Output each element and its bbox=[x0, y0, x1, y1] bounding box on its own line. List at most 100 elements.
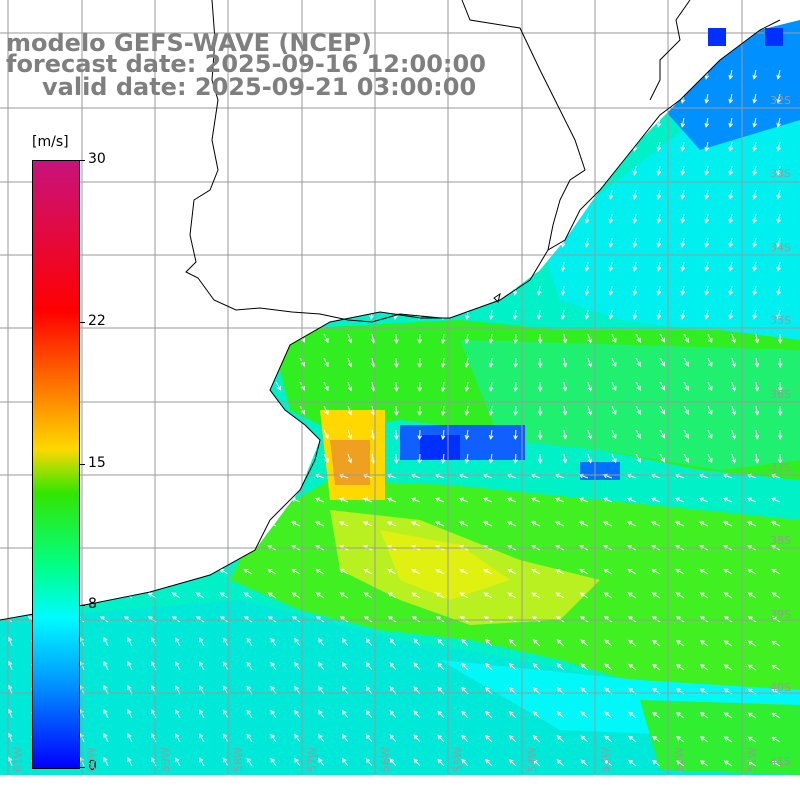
latitude-label: 39S bbox=[770, 607, 791, 621]
wind-arrow bbox=[290, 521, 301, 527]
wind-arrow bbox=[771, 760, 781, 767]
wind-arrow bbox=[651, 568, 661, 575]
wind-arrow bbox=[413, 638, 421, 647]
wind-arrow bbox=[680, 261, 686, 272]
wind-arrow bbox=[532, 639, 541, 647]
wind-arrow bbox=[531, 592, 541, 599]
longitude-label: 51W bbox=[746, 747, 759, 772]
wind-arrow bbox=[512, 309, 518, 320]
wind-arrow bbox=[387, 568, 397, 575]
wind-arrow bbox=[389, 734, 397, 743]
wind-arrow bbox=[560, 261, 566, 272]
wind-arrow bbox=[704, 237, 710, 248]
wind-arrow bbox=[347, 357, 353, 368]
wind-arrow bbox=[587, 357, 592, 368]
wind-arrow bbox=[699, 640, 709, 647]
wind-arrow bbox=[608, 309, 614, 320]
wind-arrow bbox=[461, 710, 469, 719]
wind-arrow bbox=[339, 616, 349, 623]
wind-arrow bbox=[632, 285, 638, 296]
wind-arrow bbox=[722, 521, 733, 527]
wind-arrow bbox=[318, 661, 325, 671]
wind-arrow bbox=[659, 333, 666, 343]
wind-arrow bbox=[777, 333, 783, 345]
wind-arrow bbox=[531, 568, 541, 575]
wind-arrow bbox=[704, 189, 710, 200]
wind-arrow bbox=[611, 429, 617, 440]
wind-arrow bbox=[587, 405, 592, 416]
wind-arrow bbox=[611, 333, 617, 344]
wind-arrow bbox=[537, 357, 543, 369]
wind-arrow bbox=[675, 568, 685, 575]
wind-arrow bbox=[680, 117, 686, 128]
wind-arrow bbox=[770, 521, 781, 527]
wind-arrow bbox=[219, 592, 229, 599]
wind-arrow bbox=[339, 568, 349, 575]
wind-arrow bbox=[246, 709, 253, 719]
wind-arrow bbox=[723, 664, 733, 671]
wind-arrow bbox=[417, 381, 423, 393]
wind-arrow bbox=[628, 711, 637, 719]
colorbar-tick-label: 22 bbox=[88, 312, 106, 329]
wind-arrow bbox=[656, 141, 662, 152]
wind-arrow bbox=[731, 453, 736, 464]
wind-arrow bbox=[604, 735, 613, 743]
wind-arrow bbox=[584, 237, 590, 248]
wind-arrow bbox=[699, 760, 709, 767]
wind-arrow bbox=[752, 141, 757, 152]
wind-arrow bbox=[103, 756, 109, 767]
wind-arrow bbox=[731, 333, 736, 344]
wind-arrow bbox=[608, 213, 614, 224]
colorbar bbox=[32, 160, 80, 769]
wind-arrow bbox=[651, 759, 661, 767]
wind-arrow bbox=[127, 661, 133, 671]
wind-arrow bbox=[680, 285, 686, 296]
wind-arrow bbox=[532, 711, 541, 719]
wind-arrow bbox=[747, 736, 757, 743]
wind-arrow bbox=[123, 616, 133, 623]
wind-arrow bbox=[394, 405, 399, 417]
wind-arrow bbox=[675, 640, 685, 647]
wind-arrow bbox=[530, 497, 541, 503]
wind-arrow bbox=[198, 733, 205, 743]
wind-arrow bbox=[776, 69, 781, 80]
wind-arrow bbox=[554, 497, 565, 503]
wind-arrow bbox=[731, 429, 736, 440]
wind-arrow bbox=[555, 568, 565, 575]
wind-arrow bbox=[777, 381, 783, 393]
wind-arrow bbox=[243, 568, 253, 575]
wind-arrow bbox=[508, 758, 517, 767]
wind-arrow bbox=[246, 733, 253, 743]
wind-arrow bbox=[776, 93, 781, 104]
wind-arrow bbox=[365, 734, 373, 743]
wind-arrow bbox=[555, 616, 565, 623]
wind-arrow bbox=[776, 165, 781, 176]
wind-arrow bbox=[437, 638, 445, 647]
wind-arrow bbox=[389, 662, 397, 671]
wind-arrow bbox=[459, 616, 469, 623]
longitude-label: 56W bbox=[379, 747, 392, 772]
wind-arrow bbox=[127, 709, 133, 719]
wind-arrow bbox=[651, 711, 661, 719]
wind-arrow bbox=[175, 637, 181, 647]
wind-arrow bbox=[659, 405, 666, 415]
wind-arrow bbox=[222, 757, 229, 767]
wind-arrow bbox=[464, 429, 470, 440]
wind-arrow bbox=[536, 309, 542, 320]
wind-arrow bbox=[723, 712, 733, 719]
wind-arrow bbox=[771, 712, 781, 719]
latitude-label: 41S bbox=[770, 754, 791, 768]
wind-arrow bbox=[579, 592, 589, 599]
wind-arrow bbox=[222, 733, 229, 743]
wind-arrow bbox=[580, 711, 589, 719]
wind-arrow bbox=[294, 637, 301, 647]
wind-arrow bbox=[413, 734, 421, 743]
wind-arrow bbox=[488, 429, 494, 440]
wind-arrow bbox=[659, 381, 666, 391]
latitude-label: 33S bbox=[770, 167, 791, 181]
wind-arrow bbox=[464, 453, 470, 464]
wind-arrow bbox=[704, 165, 710, 176]
forecast-date: forecast date: 2025-09-16 12:00:00 bbox=[6, 50, 486, 78]
wind-arrow bbox=[728, 189, 734, 200]
wind-arrow bbox=[707, 357, 713, 368]
